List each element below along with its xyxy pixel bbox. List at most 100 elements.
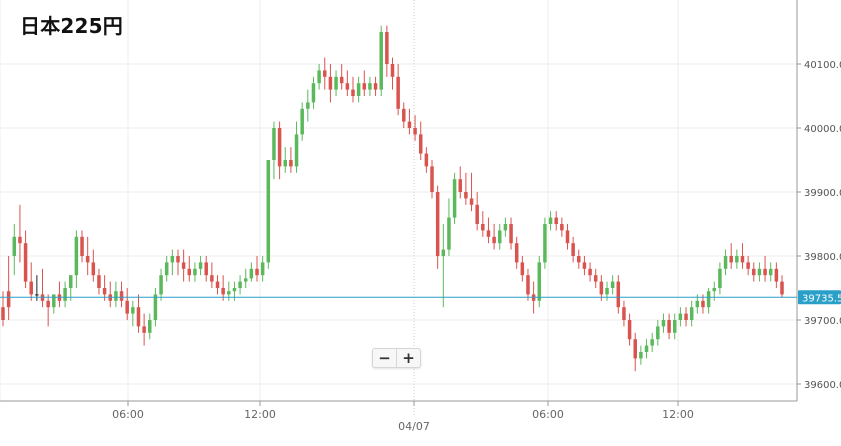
candle-body: [633, 339, 637, 359]
candle: [210, 262, 214, 288]
candle-body: [159, 275, 163, 295]
candle: [40, 268, 45, 308]
candle: [441, 224, 446, 308]
candle-body: [153, 294, 158, 320]
candle: [345, 70, 350, 96]
candle-body: [537, 262, 542, 301]
candle-body: [729, 256, 733, 263]
candle-body: [402, 108, 406, 122]
candle: [458, 166, 462, 199]
candle-body: [204, 262, 208, 276]
candle-body: [170, 256, 175, 263]
x-tick-label: 04/07: [398, 420, 430, 433]
candle: [80, 230, 84, 263]
candle: [249, 262, 254, 282]
candle: [735, 249, 739, 269]
candle: [46, 294, 50, 327]
candle: [74, 230, 79, 288]
candle-body: [554, 217, 558, 224]
candle-body: [684, 313, 688, 320]
candle: [712, 281, 717, 301]
candle-body: [97, 275, 101, 288]
candle: [571, 236, 575, 263]
candle: [283, 147, 287, 173]
candle-body: [385, 32, 389, 64]
candle-body: [661, 320, 666, 327]
candle: [170, 249, 175, 276]
candle-body: [232, 288, 237, 292]
candle: [142, 313, 146, 346]
candle-body: [227, 291, 231, 295]
candle-body: [430, 166, 434, 192]
candle: [323, 57, 327, 90]
candle-body: [379, 32, 383, 90]
candle-body: [689, 307, 694, 320]
candle: [526, 268, 530, 301]
candle-body: [712, 288, 717, 292]
candle-body: [368, 83, 372, 90]
zoom-out-button[interactable]: −: [378, 349, 391, 367]
candle: [486, 217, 491, 244]
candle: [57, 281, 62, 308]
candle-body: [435, 192, 440, 256]
candle-body: [469, 198, 474, 205]
candle: [678, 307, 683, 327]
candle: [379, 25, 383, 96]
candle: [187, 256, 192, 282]
candle: [577, 249, 581, 269]
candle-body: [768, 268, 773, 276]
candle-body: [6, 291, 11, 308]
candle-body: [650, 339, 654, 346]
candle-body: [481, 224, 485, 231]
zoom-in-button[interactable]: +: [396, 349, 420, 367]
candle-body: [373, 83, 378, 90]
candle: [610, 275, 615, 295]
candle: [227, 281, 231, 301]
candle-body: [119, 291, 124, 301]
candle-body: [571, 243, 575, 256]
chart-title: 日本225円: [20, 14, 123, 38]
candle: [752, 262, 756, 282]
candle: [447, 198, 451, 256]
candle: [193, 262, 197, 282]
y-tick-label: 40100.0: [804, 60, 841, 71]
candle: [1, 291, 5, 327]
candle-body: [763, 268, 767, 276]
candle: [373, 76, 378, 96]
candle: [689, 300, 694, 327]
candle-body: [249, 268, 254, 279]
candle-body: [486, 230, 491, 237]
candle: [317, 64, 321, 90]
candle: [108, 281, 113, 308]
candle-body: [289, 160, 293, 167]
candle: [362, 70, 367, 96]
candle-body: [52, 294, 56, 308]
candle: [418, 121, 423, 160]
candle-body: [328, 76, 333, 90]
axes: 39600.0 39700.0 39800.0 39900.0 40000.0 40100…: [0, 0, 841, 433]
candle-body: [695, 300, 700, 308]
candle: [622, 300, 626, 327]
candle-body: [63, 288, 67, 301]
candle-body: [627, 320, 632, 340]
candle: [684, 307, 688, 327]
x-tick-label: 12:00: [662, 408, 694, 421]
candle-body: [334, 76, 338, 90]
candle: [774, 262, 779, 288]
candle: [780, 275, 784, 298]
candle: [509, 217, 513, 250]
candle: [599, 275, 604, 301]
candle-body: [458, 179, 462, 192]
candle-body: [300, 108, 304, 135]
candle: [430, 160, 434, 199]
candle-body: [193, 268, 197, 276]
candle: [232, 281, 237, 301]
candle: [334, 70, 338, 96]
candle-body: [311, 83, 316, 103]
y-tick-label: 39600.0: [804, 380, 841, 391]
candle: [356, 76, 361, 103]
candle: [661, 313, 666, 333]
candle: [136, 294, 141, 333]
